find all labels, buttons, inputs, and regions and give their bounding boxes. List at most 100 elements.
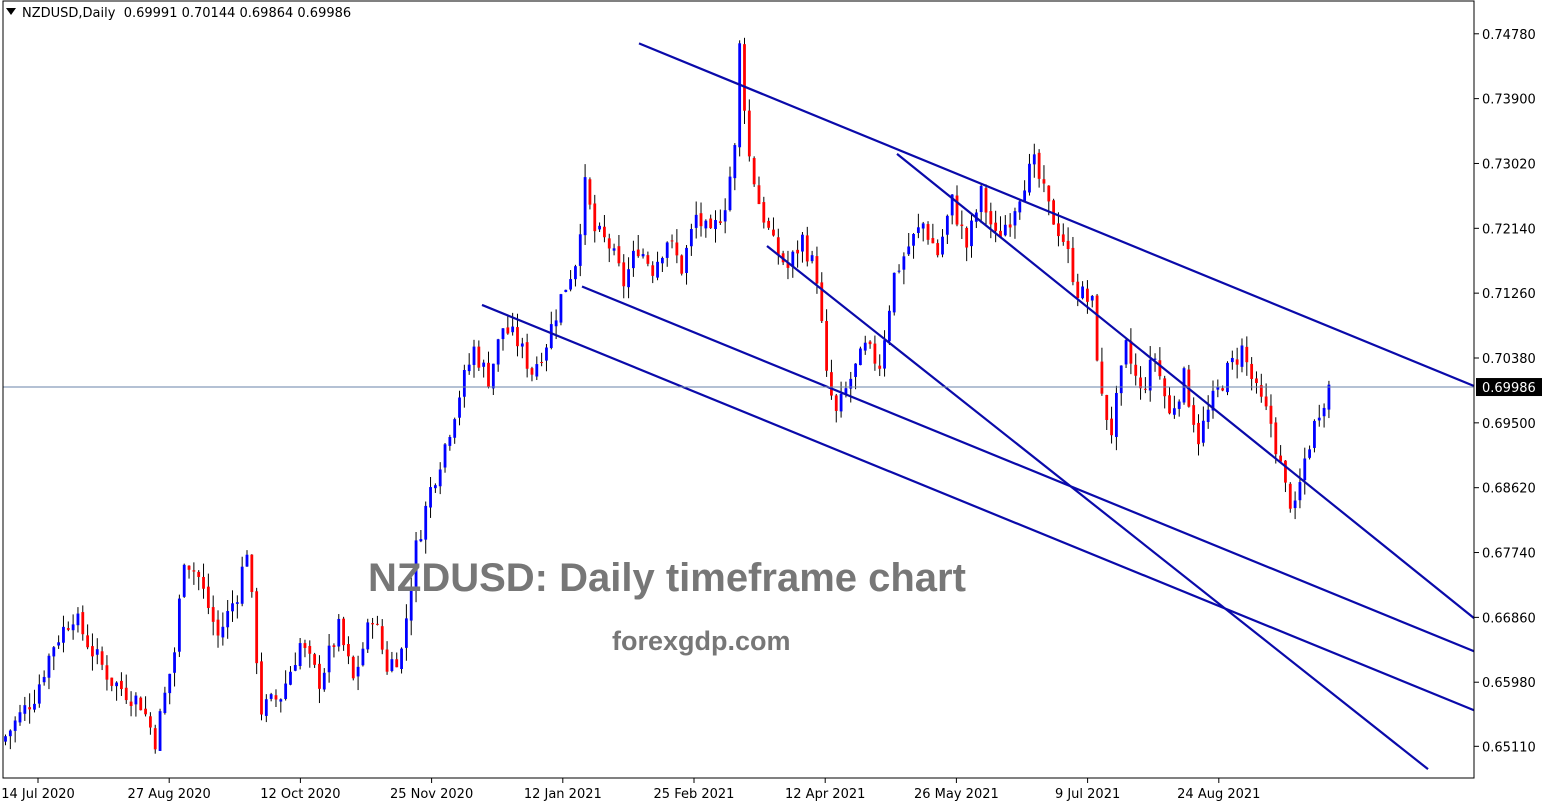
candle-body (656, 261, 659, 278)
candle (173, 647, 176, 687)
candle-body (1298, 482, 1302, 501)
candle-body (303, 643, 307, 648)
candle (168, 673, 172, 705)
candle-body (206, 586, 210, 608)
candle-body (1158, 360, 1162, 377)
candle-body (313, 654, 317, 665)
candle (1061, 223, 1065, 246)
candle-body (863, 342, 867, 351)
candle-body (467, 364, 471, 372)
candle (8, 729, 12, 750)
candle (153, 724, 157, 754)
dropdown-triangle-icon[interactable] (6, 8, 16, 15)
candle-body (786, 262, 790, 268)
candle (622, 254, 626, 299)
candle (308, 640, 312, 668)
candle (62, 615, 65, 653)
candle (289, 666, 292, 686)
candle-body (395, 659, 399, 668)
candle (1216, 379, 1220, 398)
candle (902, 252, 906, 285)
candle (1090, 294, 1094, 308)
candle (805, 226, 809, 267)
candle (37, 674, 41, 708)
candle-body (419, 539, 423, 542)
candle (1139, 366, 1142, 400)
candle (390, 651, 394, 673)
candle (129, 691, 133, 717)
candle (1003, 215, 1007, 237)
candle (897, 264, 901, 274)
candle (134, 692, 138, 717)
candle (1221, 385, 1225, 392)
candle (211, 595, 215, 636)
candle-body (641, 254, 645, 257)
candle (226, 599, 230, 639)
trendline-lower-channel-top (581, 285, 1475, 653)
candle (733, 143, 737, 191)
y-tick-label: 0.66860 (1482, 611, 1536, 626)
candle (443, 443, 447, 473)
y-tick-label: 0.73900 (1482, 93, 1536, 108)
candle-body (100, 651, 104, 665)
candle-body (52, 647, 56, 657)
candle (632, 240, 635, 277)
candle-body (91, 646, 94, 657)
candle-body (854, 363, 857, 377)
candle-body (1206, 409, 1210, 422)
candle-body (1047, 185, 1051, 202)
candle-body (361, 648, 365, 666)
candle-body (76, 613, 80, 626)
candle (970, 214, 973, 258)
candle (1042, 165, 1046, 193)
candle (685, 245, 688, 285)
candle (907, 232, 911, 256)
candle-body (318, 663, 321, 689)
candle-body (376, 623, 379, 625)
candle (540, 352, 544, 367)
candle (1163, 375, 1167, 409)
candle (588, 177, 592, 210)
candle (1192, 397, 1196, 433)
candle-body (622, 262, 626, 287)
candle (351, 655, 355, 681)
candle (1197, 414, 1200, 456)
candle-body (158, 711, 162, 751)
candle-body (1013, 211, 1017, 226)
candle (197, 570, 201, 591)
candle-body (124, 687, 128, 701)
candle-body (1172, 408, 1176, 415)
candle-body (327, 645, 331, 673)
candle-body (651, 265, 655, 276)
candle-body (240, 566, 244, 604)
candle (830, 359, 833, 400)
candle-body (62, 626, 65, 643)
candle-body (1240, 345, 1244, 367)
candle-body (612, 248, 616, 251)
candle-body (810, 255, 814, 262)
candle-body (921, 223, 925, 229)
candle (801, 232, 804, 263)
candle-body (1066, 240, 1070, 249)
x-tick-label: 26 May 2021 (914, 787, 999, 802)
candle-body (192, 570, 196, 572)
candle (863, 335, 867, 355)
trendline-upper-channel-top (638, 42, 1475, 388)
candle (612, 243, 616, 256)
candle (1148, 346, 1152, 402)
candle (419, 530, 423, 543)
y-tick-label: 0.65980 (1482, 676, 1536, 691)
candle (23, 696, 27, 721)
candle (646, 251, 650, 267)
candle-body (868, 341, 872, 345)
y-tick-label: 0.72140 (1482, 222, 1536, 237)
candle (255, 587, 259, 675)
candle-body (989, 211, 993, 225)
candle-body (163, 692, 167, 713)
watermark-site: forexgdp.com (612, 626, 791, 656)
candle-body (694, 214, 698, 228)
x-tick-label: 12 Jan 2021 (524, 787, 602, 802)
candle-body (37, 684, 41, 704)
x-tick-label: 25 Feb 2021 (654, 787, 735, 802)
